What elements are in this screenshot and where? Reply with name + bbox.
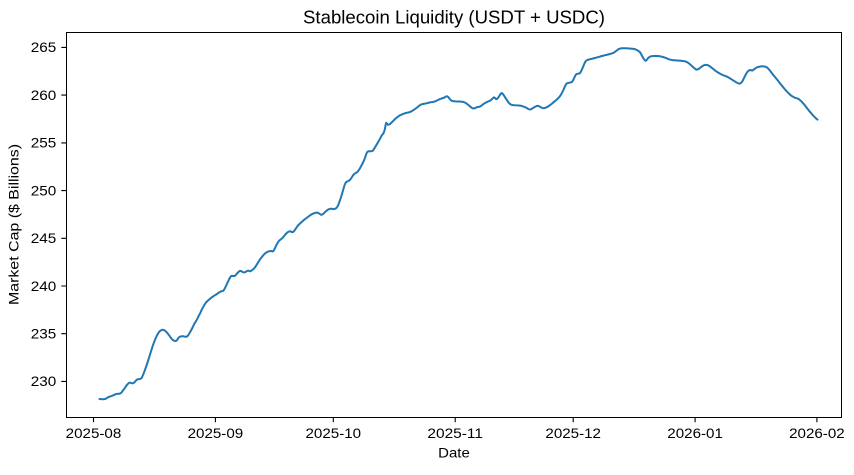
svg-text:2025-09: 2025-09 — [188, 426, 244, 441]
svg-text:2025-10: 2025-10 — [306, 426, 362, 441]
svg-text:240: 240 — [31, 279, 57, 294]
svg-text:Stablecoin Liquidity (USDT + U: Stablecoin Liquidity (USDT + USDC) — [303, 6, 605, 27]
svg-text:245: 245 — [31, 231, 57, 246]
svg-text:250: 250 — [31, 183, 57, 198]
svg-text:265: 265 — [31, 40, 57, 55]
svg-text:2025-11: 2025-11 — [427, 426, 483, 441]
svg-text:260: 260 — [31, 88, 57, 103]
svg-text:Date: Date — [438, 445, 470, 460]
svg-text:2026-02: 2026-02 — [789, 426, 845, 441]
svg-text:2025-12: 2025-12 — [545, 426, 601, 441]
svg-text:2025-08: 2025-08 — [66, 426, 122, 441]
svg-text:235: 235 — [31, 327, 57, 342]
svg-text:Market Cap ($ Billions): Market Cap ($ Billions) — [7, 144, 22, 305]
svg-text:230: 230 — [31, 374, 57, 389]
svg-text:2026-01: 2026-01 — [667, 426, 723, 441]
svg-text:255: 255 — [31, 136, 57, 151]
